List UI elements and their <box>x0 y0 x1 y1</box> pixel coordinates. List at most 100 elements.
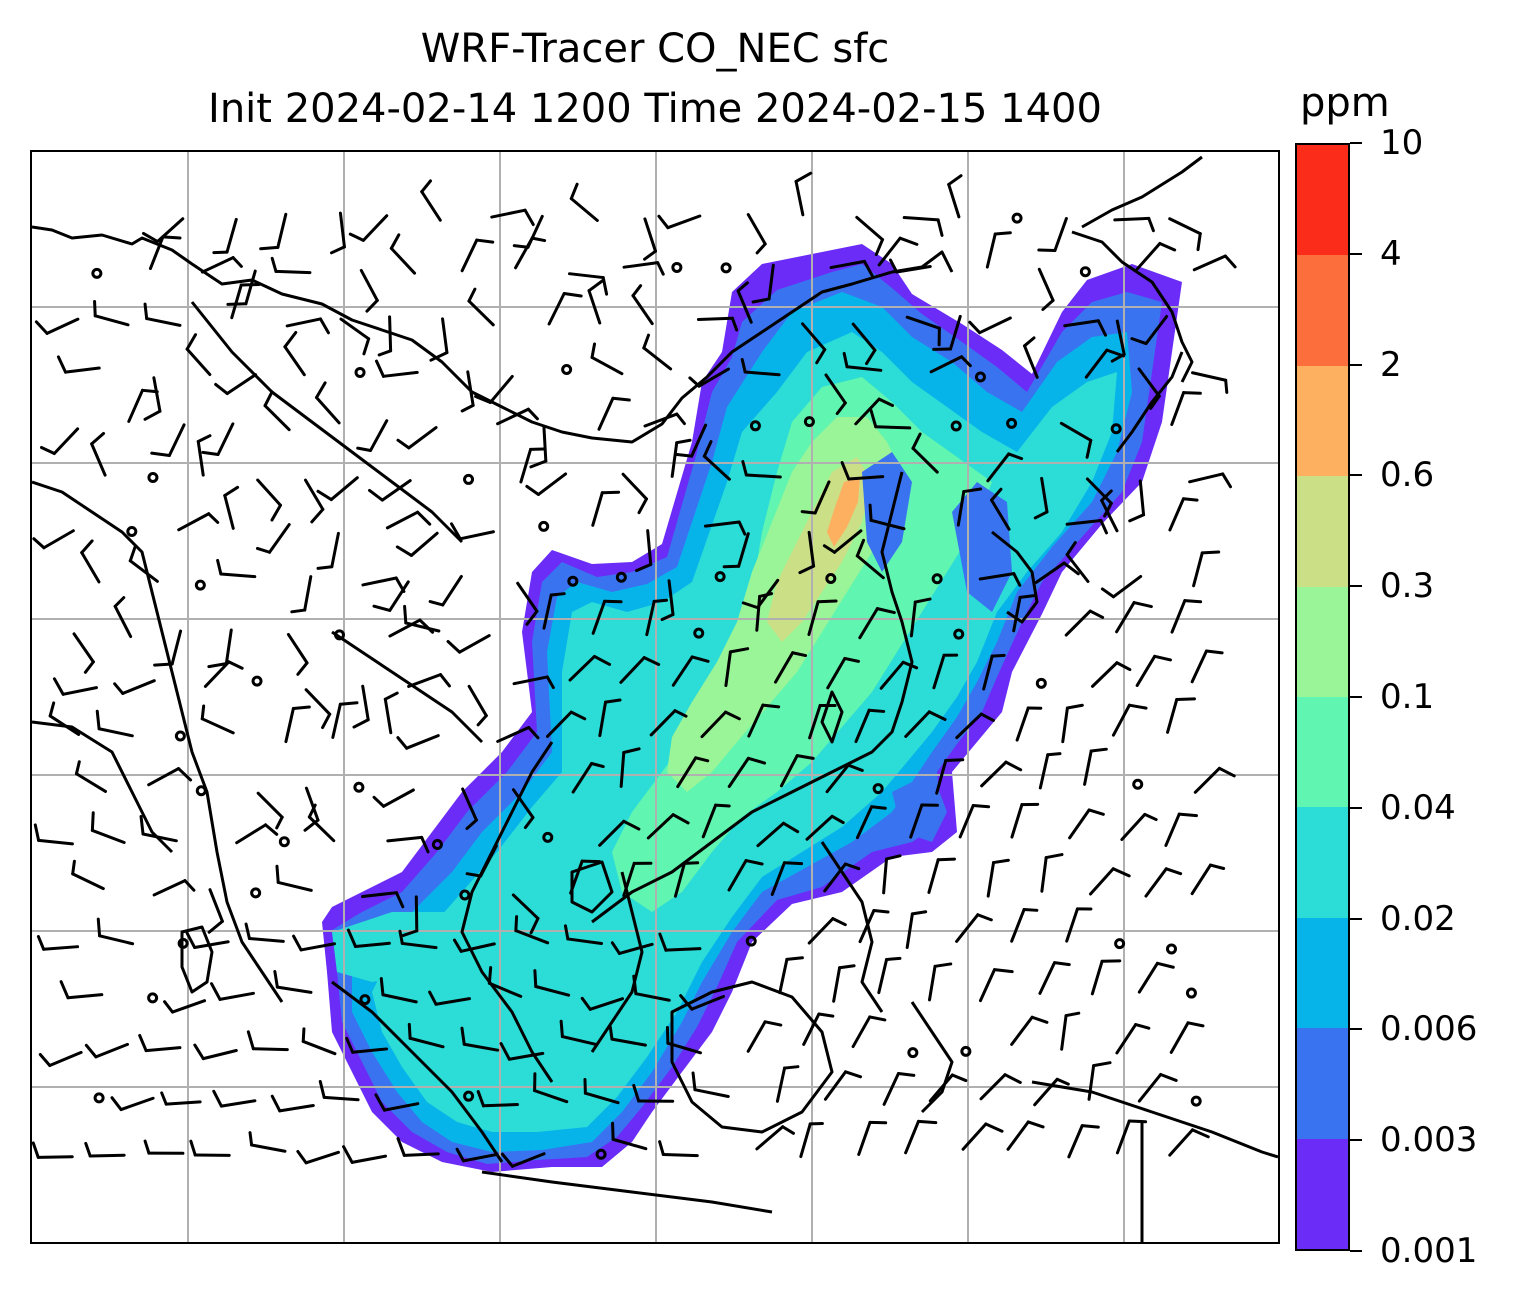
colorbar-tick <box>1350 1250 1362 1252</box>
wind-barb-flag <box>875 607 896 615</box>
wind-barb-flag <box>1007 452 1024 461</box>
wind-barb-flag <box>675 438 692 445</box>
wind-barb <box>851 1015 872 1049</box>
wind-barb-flag <box>476 714 488 727</box>
wind-barb-flag <box>592 654 612 666</box>
calm-wind-circle <box>1132 778 1144 790</box>
wind-barb <box>72 632 95 664</box>
wind-barb <box>36 1155 74 1159</box>
wind-barb <box>1015 706 1030 742</box>
calm-wind-circle <box>671 261 683 273</box>
wind-barb-flag <box>840 461 851 481</box>
wind-barb <box>420 190 442 222</box>
wind-barb-flag <box>580 996 592 1011</box>
wind-barb-flag <box>1111 867 1131 878</box>
wind-barb <box>813 480 831 515</box>
wind-barb <box>845 365 883 372</box>
wind-barb <box>219 1099 257 1108</box>
wind-barb <box>746 1020 767 1053</box>
wind-barb-flag <box>396 1136 406 1157</box>
calm-wind-circle <box>561 364 573 376</box>
wind-barb <box>587 289 602 325</box>
wind-barb <box>278 1103 315 1113</box>
colorbar-band <box>1297 1138 1348 1249</box>
wind-barb <box>519 447 533 484</box>
calm-wind-circle <box>463 1090 475 1102</box>
wind-barb-flag <box>652 598 669 603</box>
wind-barb <box>1012 595 1022 633</box>
wind-barb-flag <box>93 299 97 318</box>
wind-barb-flag <box>270 503 282 522</box>
wind-barb-flag <box>611 1121 615 1141</box>
wind-barb-flag <box>189 1139 197 1157</box>
wind-barb <box>461 787 478 822</box>
wind-barb-flag <box>138 1033 148 1053</box>
wind-barb <box>45 317 80 335</box>
wind-barb <box>588 997 625 1011</box>
wind-barb <box>622 261 660 269</box>
wind-barb <box>775 1066 787 1103</box>
wind-barb <box>1115 1023 1138 1055</box>
calm-wind-circle <box>1006 417 1018 429</box>
wind-barb <box>113 604 133 639</box>
wind-barb-flag <box>622 819 641 831</box>
wind-barb-flag <box>1012 572 1022 587</box>
wind-barb-flag <box>782 861 804 866</box>
wind-barb-flag <box>321 712 332 730</box>
wind-barb <box>664 947 702 952</box>
wind-barb-flag <box>936 857 956 862</box>
wind-barb <box>1040 856 1048 893</box>
calm-wind-circle <box>431 838 443 850</box>
wind-barb-flag <box>514 915 519 933</box>
wind-barb <box>855 215 885 242</box>
wind-barb-flag <box>352 718 370 729</box>
wind-barb <box>441 574 463 607</box>
wind-barb <box>1144 867 1168 898</box>
wind-barb-flag <box>622 747 641 754</box>
colorbar-tick <box>1350 142 1362 144</box>
wind-barb <box>219 572 257 579</box>
wind-barb <box>802 1012 821 1046</box>
wind-barb <box>230 283 243 320</box>
wind-barb-flag <box>90 431 106 446</box>
wind-barb-flag <box>416 510 432 526</box>
wind-barb-flag <box>835 401 847 416</box>
coastline <box>32 480 284 1003</box>
wind-barb <box>794 179 805 217</box>
calm-wind-circle <box>459 889 471 901</box>
wind-barb <box>1038 753 1050 790</box>
wind-barb <box>350 1154 388 1164</box>
wind-barb <box>807 530 816 568</box>
wind-barb <box>643 217 657 253</box>
wind-barb <box>128 559 159 583</box>
wind-barb <box>467 684 488 718</box>
wind-barb-flag <box>196 434 212 443</box>
wind-barb <box>690 994 725 1011</box>
wind-barb <box>61 686 98 696</box>
wind-barb <box>961 1122 988 1151</box>
wind-barb <box>141 832 178 843</box>
wind-barb-flag <box>429 351 449 362</box>
wind-barb <box>93 314 130 327</box>
wind-barb <box>631 294 654 326</box>
wind-barb <box>747 703 765 738</box>
calm-wind-circle <box>1114 938 1126 950</box>
wind-barb-flag <box>533 969 538 989</box>
wind-barb <box>208 888 224 923</box>
wind-barb <box>590 355 624 376</box>
tracer-concentration-field <box>322 244 1182 1172</box>
wind-barb-flag <box>831 917 847 927</box>
wind-barb-flag <box>838 964 856 970</box>
wind-barb <box>547 292 566 326</box>
wind-barb-flag <box>611 396 631 402</box>
wind-barb-flag <box>239 282 261 287</box>
wind-barb <box>496 726 531 743</box>
coastline <box>1031 1080 1278 1159</box>
wind-barb-flag <box>1130 337 1148 346</box>
wind-barb-flag <box>499 1042 511 1061</box>
calm-wind-circle <box>714 571 726 583</box>
wind-barb-flag <box>637 497 648 515</box>
wind-barb <box>978 316 1012 335</box>
wind-barb-flag <box>632 1083 641 1103</box>
wind-barb-flag <box>690 655 710 663</box>
